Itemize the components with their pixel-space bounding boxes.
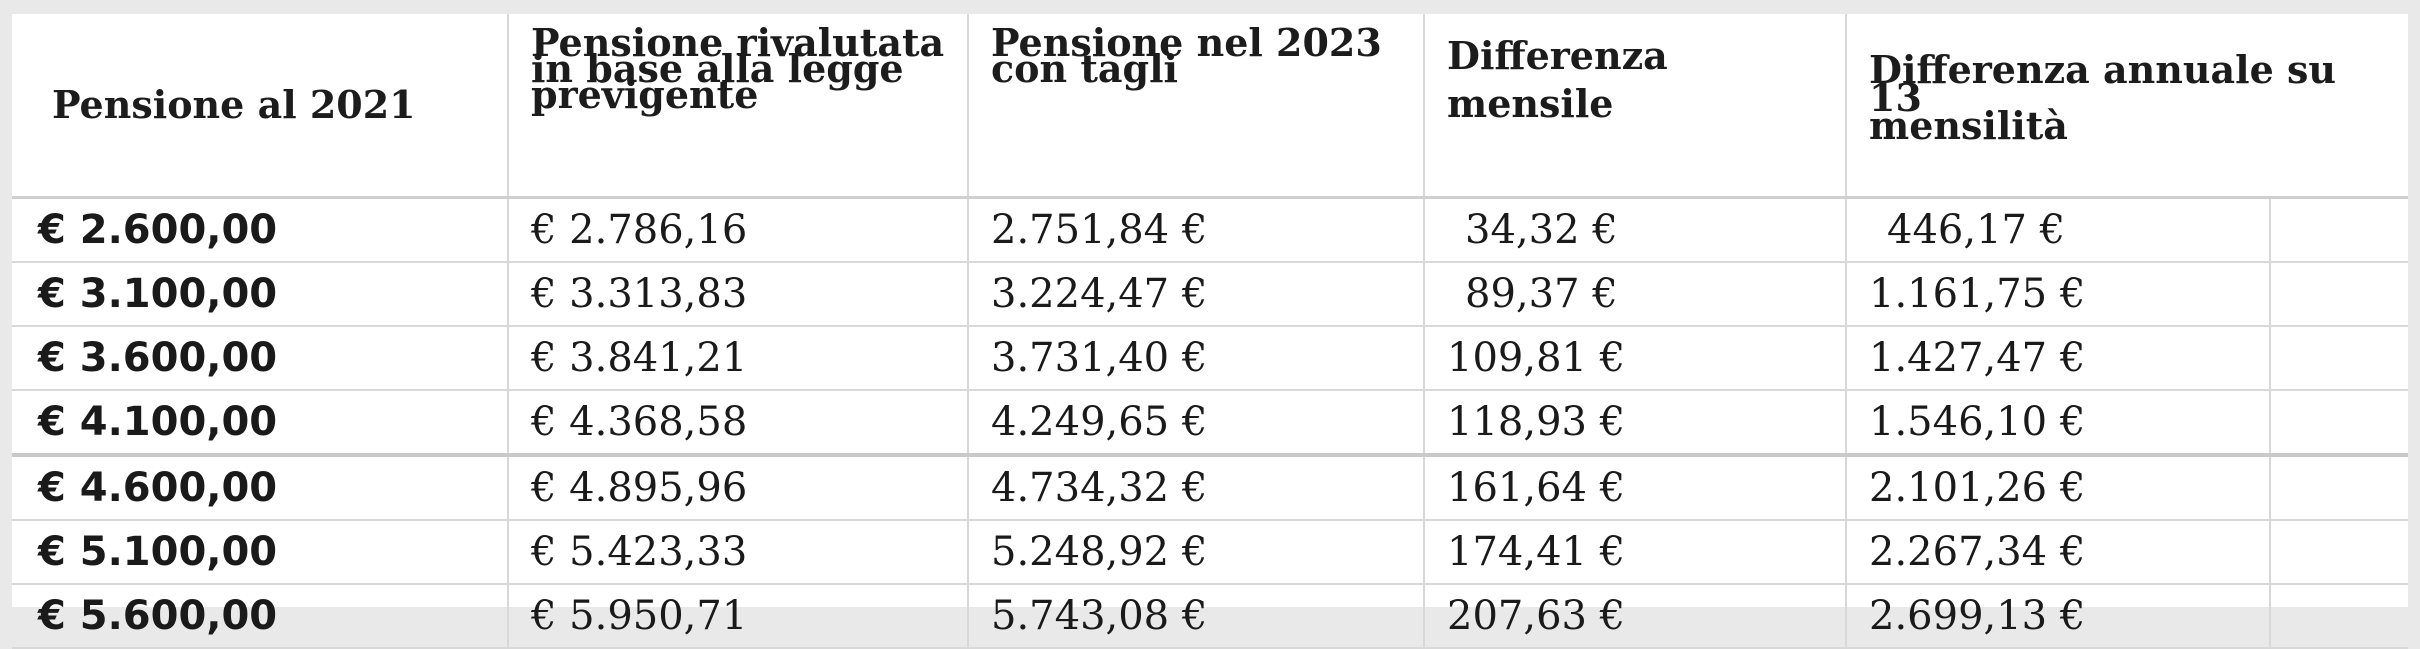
table-body: € 2.600,00 € 2.786,16 2.751,84 € 34,32 €…: [12, 197, 2408, 649]
cell-differenza-annuale: 2.267,34 €: [1846, 520, 2271, 585]
cell-pensione-2023: 3.224,47 €: [968, 262, 1425, 327]
table-row: € 4.600,00 € 4.895,96 4.734,32 € 161,64 …: [12, 455, 2408, 521]
cell-pensione-2021: € 2.600,00: [12, 197, 509, 263]
cell-pensione-2023: 5.743,08 €: [968, 584, 1425, 649]
cell-differenza-annuale: 446,17 €: [1846, 197, 2271, 263]
cell-empty: [2270, 455, 2408, 521]
cell-pensione-rivalutata: € 5.950,71: [508, 584, 969, 649]
cell-pensione-rivalutata: € 2.786,16: [508, 197, 969, 263]
cell-differenza-mensile: 34,32 €: [1424, 197, 1847, 263]
cell-differenza-annuale: 2.699,13 €: [1846, 584, 2271, 649]
cell-differenza-mensile: 89,37 €: [1424, 262, 1847, 327]
pension-table-frame: Pensione al 2021 Pensione rivalutata in …: [12, 14, 2408, 649]
cell-pensione-2021: € 5.100,00: [12, 520, 509, 585]
cell-pensione-rivalutata: € 5.423,33: [508, 520, 969, 585]
cell-pensione-rivalutata: € 4.895,96: [508, 455, 969, 521]
header-pensione-rivalutata: Pensione rivalutata in base alla legge p…: [508, 14, 969, 199]
header-line: mensile: [1447, 81, 1614, 126]
header-line: mensilità: [1869, 103, 2068, 148]
pension-table: Pensione al 2021 Pensione rivalutata in …: [12, 14, 2408, 649]
header-line: previgente: [531, 72, 759, 117]
header-row: Pensione al 2021 Pensione rivalutata in …: [12, 14, 2408, 199]
cell-empty: [2270, 390, 2408, 457]
cell-pensione-2021: € 4.100,00: [12, 390, 509, 457]
table-header: Pensione al 2021 Pensione rivalutata in …: [12, 14, 2408, 199]
cell-pensione-2023: 5.248,92 €: [968, 520, 1425, 585]
cell-differenza-annuale: 1.427,47 €: [1846, 326, 2271, 391]
cell-differenza-annuale: 2.101,26 €: [1846, 455, 2271, 521]
cell-pensione-2023: 4.249,65 €: [968, 390, 1425, 457]
header-differenza-annuale: Differenza annuale su 13 mensilità: [1846, 14, 2408, 199]
cell-pensione-rivalutata: € 3.313,83: [508, 262, 969, 327]
table-row: € 4.100,00 € 4.368,58 4.249,65 € 118,93 …: [12, 390, 2408, 457]
cell-pensione-rivalutata: € 4.368,58: [508, 390, 969, 457]
cell-pensione-2021: € 3.600,00: [12, 326, 509, 391]
header-line: con tagli: [991, 46, 1178, 91]
cell-empty: [2270, 584, 2408, 649]
cell-differenza-mensile: 118,93 €: [1424, 390, 1847, 457]
header-line: Differenza annuale su 13: [1869, 47, 2337, 120]
cell-pensione-2023: 3.731,40 €: [968, 326, 1425, 391]
cell-pensione-2021: € 5.600,00: [12, 584, 509, 649]
table-row: € 5.600,00 € 5.950,71 5.743,08 € 207,63 …: [12, 584, 2408, 649]
cell-pensione-2023: 2.751,84 €: [968, 197, 1425, 263]
cell-differenza-mensile: 174,41 €: [1424, 520, 1847, 585]
table-row: € 3.600,00 € 3.841,21 3.731,40 € 109,81 …: [12, 326, 2408, 391]
cell-pensione-2021: € 3.100,00: [12, 262, 509, 327]
cell-pensione-2023: 4.734,32 €: [968, 455, 1425, 521]
header-pensione-2023: Pensione nel 2023 con tagli: [968, 14, 1425, 199]
cell-differenza-mensile: 161,64 €: [1424, 455, 1847, 521]
cell-empty: [2270, 520, 2408, 585]
header-pensione-2021: Pensione al 2021: [12, 14, 509, 199]
table-row: € 3.100,00 € 3.313,83 3.224,47 € 89,37 €…: [12, 262, 2408, 327]
cell-empty: [2270, 262, 2408, 327]
cell-empty: [2270, 197, 2408, 263]
cell-differenza-mensile: 109,81 €: [1424, 326, 1847, 391]
header-differenza-mensile: Differenza mensile: [1424, 14, 1847, 199]
header-line: Pensione al 2021: [52, 82, 416, 127]
cell-empty: [2270, 326, 2408, 391]
header-line: Differenza: [1447, 33, 1668, 78]
cell-pensione-rivalutata: € 3.841,21: [508, 326, 969, 391]
cell-differenza-mensile: 207,63 €: [1424, 584, 1847, 649]
cell-differenza-annuale: 1.161,75 €: [1846, 262, 2271, 327]
cell-differenza-annuale: 1.546,10 €: [1846, 390, 2271, 457]
table-row: € 5.100,00 € 5.423,33 5.248,92 € 174,41 …: [12, 520, 2408, 585]
table-row: € 2.600,00 € 2.786,16 2.751,84 € 34,32 €…: [12, 197, 2408, 263]
cell-pensione-2021: € 4.600,00: [12, 455, 509, 521]
